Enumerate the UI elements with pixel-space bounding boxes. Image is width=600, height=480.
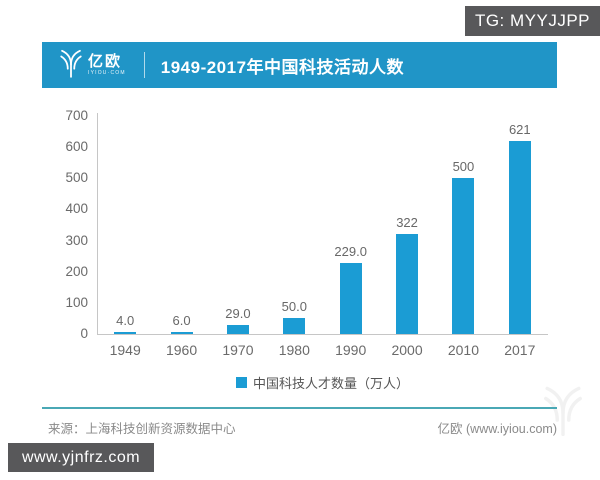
bar-slot: 621 2017 bbox=[492, 116, 548, 358]
iyiou-logo-text: 亿欧 IYIOU·COM bbox=[88, 54, 126, 76]
footer-divider-line bbox=[42, 407, 557, 409]
x-tick-label: 1949 bbox=[109, 342, 141, 358]
bar bbox=[339, 262, 362, 334]
y-tick-label: 400 bbox=[65, 201, 88, 217]
bar-value-label: 500 bbox=[452, 159, 475, 175]
bar bbox=[114, 332, 137, 334]
y-tick-label: 200 bbox=[65, 263, 88, 279]
banner-divider bbox=[143, 52, 145, 78]
x-tick-label: 1970 bbox=[222, 342, 254, 358]
bar-slot: 29.0 1970 bbox=[210, 116, 266, 358]
bar-slot: 6.0 1960 bbox=[153, 116, 209, 358]
bar-value-label: 4.0 bbox=[116, 313, 135, 328]
chart-header-banner: 亿欧 IYIOU·COM 1949-2017年中国科技活动人数 bbox=[42, 42, 557, 88]
x-tick-label: 1980 bbox=[278, 342, 310, 358]
bar bbox=[508, 140, 531, 334]
y-tick-label: 300 bbox=[65, 232, 88, 248]
x-tick-label: 1990 bbox=[335, 342, 367, 358]
legend-label: 中国科技人才数量（万人） bbox=[252, 375, 409, 391]
bar-value-label: 6.0 bbox=[172, 313, 191, 328]
iyiou-logo: 亿欧 IYIOU·COM bbox=[58, 48, 126, 83]
telegram-badge: TG: MYYJJPP bbox=[465, 6, 600, 36]
bar bbox=[452, 178, 475, 334]
bar-value-label: 29.0 bbox=[225, 305, 251, 321]
website-badge: www.yjnfrz.com bbox=[8, 443, 154, 472]
legend-swatch bbox=[235, 376, 247, 388]
y-tick-label: 500 bbox=[65, 170, 88, 186]
bar bbox=[170, 332, 193, 334]
bar-value-label: 621 bbox=[508, 121, 531, 137]
data-source-text: 来源：上海科技创新资源数据中心 bbox=[48, 422, 236, 436]
y-tick-label: 0 bbox=[80, 326, 88, 341]
y-tick-label: 100 bbox=[65, 294, 88, 310]
bar-value-label: 50.0 bbox=[281, 299, 307, 315]
credit-text: 亿欧 (www.iyiou.com) bbox=[437, 422, 557, 436]
bar-value-label: 229.0 bbox=[334, 243, 367, 259]
y-tick-label: 600 bbox=[65, 139, 88, 155]
website-badge-text: www.yjnfrz.com bbox=[21, 448, 141, 466]
y-axis-line bbox=[97, 113, 98, 334]
chart-legend: 中国科技人才数量（万人） bbox=[97, 373, 548, 391]
bar-slot: 322 2000 bbox=[379, 116, 435, 358]
iyiou-logo-icon bbox=[58, 48, 84, 83]
watermark-logo-icon bbox=[540, 384, 586, 441]
bar-slot: 50.0 1980 bbox=[266, 116, 322, 358]
x-tick-label: 1960 bbox=[165, 342, 198, 358]
bar bbox=[283, 318, 306, 334]
bar bbox=[226, 324, 249, 334]
bar-plot: 4.0 1949 6.0 1960 29.0 1970 50.0 1980 229.0 1990 3… bbox=[97, 116, 548, 358]
x-axis-line bbox=[97, 334, 548, 335]
x-tick-label: 2010 bbox=[447, 342, 480, 358]
telegram-badge-text: TG: MYYJJPP bbox=[474, 11, 591, 30]
chart-title: 1949-2017年中国科技活动人数 bbox=[160, 57, 405, 77]
bar-slot: 4.0 1949 bbox=[97, 116, 153, 358]
x-tick-label: 2017 bbox=[504, 342, 536, 358]
x-tick-label: 2000 bbox=[391, 342, 423, 358]
bar bbox=[396, 233, 419, 334]
y-tick-label: 700 bbox=[65, 108, 88, 123]
iyiou-logo-name: 亿欧 bbox=[88, 53, 123, 70]
iyiou-logo-subtitle: IYIOU·COM bbox=[88, 70, 126, 76]
bar-value-label: 322 bbox=[396, 214, 418, 230]
bar-slot: 500 2010 bbox=[435, 116, 491, 358]
bar-slot: 229.0 1990 bbox=[323, 116, 379, 358]
